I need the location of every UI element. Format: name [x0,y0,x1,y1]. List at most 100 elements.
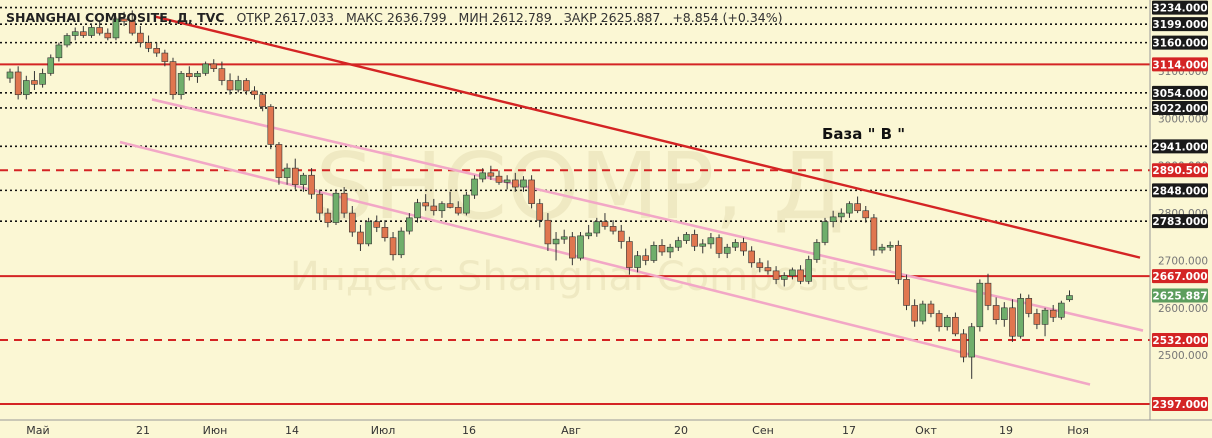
trendline-channel-lower [119,140,1091,386]
candle-106 [870,214,878,256]
x-tick-3: 14 [285,424,299,437]
candle-body-110 [903,279,910,306]
level-label-6: 2941.000 [1152,141,1207,153]
candle-body-71 [585,232,592,237]
open-label: ОТКР [236,10,271,25]
candle-24 [202,61,209,76]
candle-body-130 [1066,295,1073,301]
level-label-11: 2625.887 [1152,291,1207,303]
candle-107 [878,243,886,254]
candle-111 [911,299,918,327]
x-tick-1: 21 [136,424,150,437]
candle-body-63 [520,179,527,188]
time-axis-background [0,420,1212,438]
level-label-box-1 [1152,17,1208,32]
candle-body-9 [80,31,87,36]
candle-body-37 [308,174,315,195]
candle-body-69 [569,236,576,259]
x-tick-6: Авг [561,424,581,437]
base-b-annotation: База " В " [822,125,905,143]
candle-84 [691,229,698,251]
candle-body-47 [389,237,397,256]
high-value: 2636.799 [386,10,447,25]
candle-66 [544,213,552,251]
watermark-ticker: SHCOMP, Д [315,133,844,240]
candle-body-0 [6,71,14,79]
candle-body-32 [267,106,275,145]
candle-body-58 [479,172,487,180]
time-axis: Май 21 Июн 14 Июл 16 Авг 20 Сен 17 Окт 19 Ноя [0,419,1212,438]
candle-7 [63,33,71,48]
candle-85 [699,239,707,254]
low-label: МИН [458,10,489,25]
level-label-7: 2890.500 [1152,165,1207,177]
level-label-box-2 [1152,35,1208,50]
candle-110 [903,274,910,311]
candle-body-93 [764,267,772,272]
y-tick-1: 2600.000 [1158,303,1208,315]
candle-body-88 [723,246,731,254]
candle-61 [503,175,511,190]
candle-body-85 [699,243,707,247]
candle-body-14 [120,18,128,22]
candle-28 [234,75,242,93]
candle-body-126 [1033,313,1041,325]
candle-32 [267,104,275,150]
candle-37 [308,168,315,199]
candle-body-36 [300,174,307,185]
candle-body-112 [919,303,927,322]
level-label-10: 2667.000 [1152,271,1207,283]
candle-body-46 [381,227,389,239]
candle-42 [348,206,356,237]
candle-43 [357,224,364,251]
level-label-box-11 [1152,288,1208,303]
candle-body-4 [39,73,46,85]
candle-89 [732,239,739,251]
candle-body-113 [927,303,935,314]
candle-body-16 [137,32,144,43]
price-axis: 2500.0002600.0002700.0002800.0002900.000… [1149,0,1212,420]
candle-body-6 [55,44,63,59]
level-label-box-4 [1152,85,1208,100]
candle-body-49 [406,217,413,232]
level-label-box-0 [1152,0,1208,15]
candle-body-53 [438,203,446,212]
candle-body-44 [365,221,372,245]
level-label-1: 3199.000 [1152,19,1207,31]
candle-124 [1017,293,1024,339]
y-tick-5: 3000.000 [1158,113,1208,125]
candle-82 [674,236,682,251]
candle-16 [137,26,144,48]
candle-body-124 [1017,298,1024,337]
y-tick-0: 2500.000 [1158,350,1208,362]
x-tick-12: Ноя [1067,424,1089,437]
candle-body-59 [487,172,495,177]
candle-body-5 [47,57,55,74]
candle-body-118 [968,326,976,358]
candle-body-104 [854,203,861,212]
candle-body-43 [357,231,364,245]
candle-40 [332,189,340,225]
candle-25 [210,59,218,72]
candle-38 [316,189,324,221]
high-label: МАКС [345,10,383,25]
x-tick-8: Сен [752,424,774,437]
candle-119 [976,279,984,332]
open-value: 2617.033 [274,10,334,25]
candle-108 [886,241,894,251]
candle-22 [186,66,193,81]
candle-123 [1009,299,1016,342]
candle-51 [422,194,429,211]
candle-126 [1033,308,1041,330]
candle-body-24 [202,63,209,74]
candle-46 [381,220,389,242]
candle-body-73 [601,221,609,227]
candle-body-22 [186,73,193,78]
candle-body-125 [1025,298,1033,314]
candle-121 [992,297,1000,325]
level-label-box-12 [1152,333,1208,348]
candle-body-40 [332,192,340,223]
candle-9 [80,26,87,38]
candle-75 [617,224,625,249]
